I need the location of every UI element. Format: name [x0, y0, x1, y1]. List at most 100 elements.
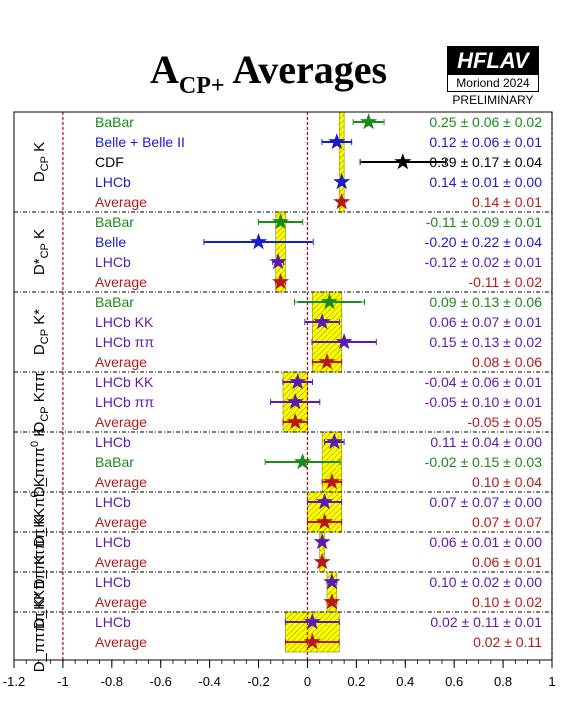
entry-value: 0.07 ± 0.07	[472, 514, 542, 530]
entry-value: -0.11 ± 0.02	[468, 274, 542, 290]
entry-value: -0.02 ± 0.15 ± 0.03	[425, 454, 543, 470]
data-point-star	[394, 153, 412, 170]
entry-value: 0.39 ± 0.17 ± 0.04	[429, 154, 542, 170]
title-subscript: CP+	[178, 73, 225, 99]
entry-name: LHCb	[95, 254, 131, 270]
data-point-star	[360, 113, 378, 130]
entry-value: -0.20 ± 0.22 ± 0.04	[425, 234, 543, 250]
entry-name: Average	[95, 354, 147, 370]
x-tick-label: 0.8	[494, 674, 512, 689]
entry-value: 0.14 ± 0.01 ± 0.00	[429, 174, 542, 190]
entry-value: 0.15 ± 0.13 ± 0.02	[429, 334, 542, 350]
group-label: DCP Kππ	[31, 372, 51, 433]
data-point-star	[325, 433, 343, 450]
data-point-star	[313, 313, 331, 330]
hflav-logo: HFLAV Moriond 2024 PRELIMINARY	[447, 46, 539, 108]
group-label: D_ππππ K*	[31, 592, 48, 673]
entry-name: LHCb	[95, 614, 131, 630]
data-point-star	[294, 453, 312, 470]
entry-name: BaBar	[95, 454, 134, 470]
entry-name: LHCb	[95, 434, 131, 450]
group-label: D_KKπ0 K	[29, 477, 48, 547]
data-point-star	[316, 493, 334, 510]
x-tick-label: 1	[548, 674, 555, 689]
data-point-star	[333, 193, 351, 210]
x-tick-label: -1.2	[3, 674, 25, 689]
group-label: D_KKππ K	[31, 555, 48, 629]
entry-name: BaBar	[95, 114, 134, 130]
data-point-star	[272, 273, 290, 290]
entry-name: Average	[95, 194, 147, 210]
data-point-star	[313, 553, 331, 570]
entry-value: 0.06 ± 0.01	[472, 554, 542, 570]
entry-name: Average	[95, 414, 147, 430]
entry-value: 0.25 ± 0.06 ± 0.02	[429, 114, 542, 130]
entry-name: LHCb	[95, 494, 131, 510]
data-point-star	[323, 473, 341, 490]
entry-name: CDF	[95, 154, 124, 170]
entry-name: LHCb	[95, 574, 131, 590]
entry-value: -0.11 ± 0.09 ± 0.01	[426, 214, 543, 230]
data-point-star	[318, 353, 336, 370]
entry-name: Average	[95, 474, 147, 490]
entry-value: 0.14 ± 0.01	[472, 194, 542, 210]
data-point-star	[323, 593, 341, 610]
data-point-star	[313, 533, 331, 550]
entry-name: Average	[95, 634, 147, 650]
entry-name: Average	[95, 554, 147, 570]
entry-value: 0.10 ± 0.04	[472, 474, 542, 490]
data-point-star	[272, 213, 290, 230]
data-point-star	[303, 613, 321, 630]
x-tick-label: -0.4	[198, 674, 220, 689]
entry-value: -0.05 ± 0.10 ± 0.01	[425, 394, 543, 410]
logo-status: PRELIMINARY	[452, 93, 534, 107]
data-point-star	[303, 633, 321, 650]
entry-name: LHCb ππ	[95, 394, 154, 410]
entry-value: 0.10 ± 0.02 ± 0.00	[429, 574, 542, 590]
chart-title: ACP+ Averages	[150, 46, 387, 99]
entry-value: -0.04 ± 0.06 ± 0.01	[425, 374, 543, 390]
entry-value: 0.07 ± 0.07 ± 0.00	[429, 494, 542, 510]
entry-name: LHCb KK	[95, 314, 154, 330]
x-tick-label: 0.4	[396, 674, 414, 689]
entry-value: 0.11 ± 0.04 ± 0.00	[430, 434, 542, 450]
group-label: DCP K	[31, 142, 51, 182]
entry-value: 0.02 ± 0.11	[473, 634, 542, 650]
entry-name: Average	[95, 274, 147, 290]
x-tick-label: 0.6	[445, 674, 463, 689]
entry-name: LHCb	[95, 174, 131, 190]
entry-name: Belle + Belle II	[95, 134, 185, 150]
entry-value: 0.08 ± 0.06	[472, 354, 542, 370]
data-point-star	[286, 393, 304, 410]
x-tick-label: -1	[57, 674, 69, 689]
entry-value: 0.10 ± 0.02	[472, 594, 542, 610]
entry-name: LHCb KK	[95, 374, 154, 390]
data-point-star	[320, 293, 338, 310]
entry-value: -0.12 ± 0.02 ± 0.01	[425, 254, 543, 270]
data-point-star	[250, 233, 268, 250]
x-tick-label: -0.8	[101, 674, 123, 689]
x-tick-label: 0	[304, 674, 311, 689]
entry-value: -0.05 ± 0.05	[467, 414, 542, 430]
entry-value: 0.02 ± 0.11 ± 0.01	[430, 614, 542, 630]
x-tick-label: -0.2	[247, 674, 269, 689]
logo-name: HFLAV	[447, 46, 539, 75]
data-point-star	[289, 373, 307, 390]
entry-name: Average	[95, 594, 147, 610]
group-label: D*CP K	[31, 229, 51, 275]
data-point-star	[316, 513, 334, 530]
entry-value: 0.12 ± 0.06 ± 0.01	[429, 134, 542, 150]
group-label: D_ππππ K	[31, 515, 48, 590]
group-label: D_πππ0 K	[29, 427, 48, 498]
data-point-star	[269, 253, 287, 270]
entry-name: LHCb	[95, 534, 131, 550]
entry-name: BaBar	[95, 214, 134, 230]
average-band-hatch	[275, 211, 286, 293]
data-point-star	[328, 133, 346, 150]
entry-value: 0.09 ± 0.13 ± 0.06	[429, 294, 542, 310]
entry-name: LHCb ππ	[95, 334, 154, 350]
group-label: DCP K*	[31, 309, 51, 355]
entry-name: Average	[95, 514, 147, 530]
data-point-star	[335, 333, 353, 350]
